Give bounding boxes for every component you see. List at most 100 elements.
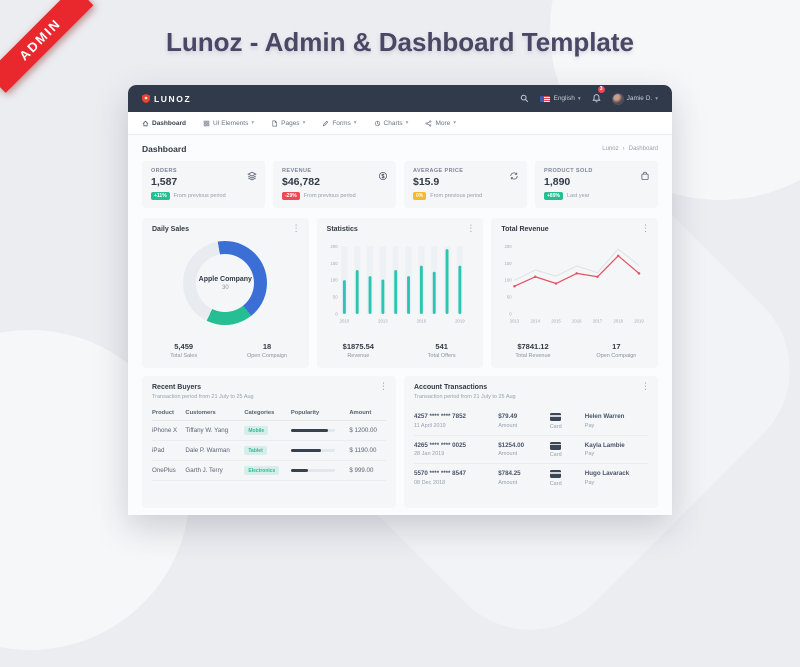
transaction-date: 28 Jan 2019 <box>414 451 445 457</box>
column-header[interactable]: Amount <box>349 406 386 421</box>
notification-bell[interactable]: 3 <box>591 85 605 108</box>
stat-value: $15.9 <box>413 176 440 188</box>
column-header[interactable]: Categories <box>244 406 291 421</box>
stat-card-orders: ORDERS 1,587 +11% From previous period <box>142 161 265 208</box>
menu-label: Pages <box>281 119 300 127</box>
card-title: Total Revenue <box>501 226 549 233</box>
svg-text:2015: 2015 <box>552 319 562 324</box>
menu-item-pages[interactable]: Pages ▾ <box>271 120 305 127</box>
category-badge: Tablet <box>244 446 267 455</box>
footer-stat-label: Total Revenue <box>515 353 551 359</box>
payer-name: Helen Warren <box>584 413 625 420</box>
search-icon[interactable] <box>520 90 529 108</box>
menu-item-ui-elements[interactable]: UI Elements ▾ <box>203 120 254 127</box>
donut-center: Apple Company 30 <box>196 254 255 312</box>
stat-note: From previous period <box>173 193 226 199</box>
menu-item-forms[interactable]: Forms ▾ <box>322 119 357 127</box>
footer-stat-value: 18 <box>262 342 272 351</box>
chevron-down-icon: ▾ <box>251 120 255 126</box>
footer-stat-label: Total Sales <box>170 353 198 359</box>
kebab-menu-icon[interactable]: ⋮ <box>379 381 388 391</box>
language-selector[interactable]: English ▾ <box>540 95 581 102</box>
category-badge: Electronics <box>244 466 280 475</box>
chevron-down-icon: ▾ <box>655 95 658 102</box>
column-header[interactable]: Customers <box>185 406 245 421</box>
cell-customer: Tiffany W. Yang <box>185 420 245 441</box>
top-navbar: LUNOZ English ▾ 3 Jami <box>128 85 672 112</box>
notification-count-badge: 3 <box>597 85 605 93</box>
table-row[interactable]: iPhone X Tiffany W. Yang Mobile $ 1200.0… <box>152 420 386 441</box>
kebab-menu-icon[interactable]: ⋮ <box>641 381 650 391</box>
stat-card-average-price: AVERAGE PRICE $15.9 0% From previous per… <box>404 161 527 208</box>
user-name: Jamie D. <box>626 95 653 102</box>
cell-product: iPad <box>152 440 186 461</box>
kebab-menu-icon[interactable]: ⋮ <box>466 223 476 233</box>
breadcrumb-root[interactable]: Lunoz <box>602 146 619 152</box>
chart-cards-row: Daily Sales ⋮ Apple Company 30 5,459 Tot… <box>142 218 658 368</box>
svg-text:50: 50 <box>507 295 512 300</box>
home-icon <box>142 120 149 126</box>
trend-badge: +11% <box>151 192 170 200</box>
transaction-row[interactable]: 4257 **** **** 7852 11 April 2019 $79.49… <box>414 407 648 436</box>
page-title: Lunoz - Admin & Dashboard Template <box>165 27 634 57</box>
svg-text:200: 200 <box>330 244 338 249</box>
kebab-menu-icon[interactable]: ⋮ <box>291 223 301 233</box>
logo[interactable]: LUNOZ <box>142 94 191 104</box>
bell-icon <box>591 93 601 102</box>
breadcrumb: Lunoz › Dashboard <box>602 146 658 152</box>
donut-center-label: Apple Company <box>198 275 252 283</box>
user-menu[interactable]: Jamie D. ▾ <box>611 92 658 105</box>
footer-stat-label: Open Compaign <box>246 353 288 359</box>
layers-icon <box>247 168 257 186</box>
navbar-right: English ▾ 3 Jamie D. ▾ <box>520 85 658 108</box>
svg-text:2016: 2016 <box>416 319 426 324</box>
share-icon <box>425 120 432 126</box>
amount-label: Amount <box>498 422 518 429</box>
file-icon <box>272 120 278 126</box>
shopping-bag-icon <box>640 168 650 186</box>
svg-text:2013: 2013 <box>378 319 388 324</box>
logo-icon <box>142 94 150 103</box>
chevron-down-icon: ▾ <box>405 120 409 126</box>
chevron-down-icon: ▾ <box>353 120 357 126</box>
statistics-card: Statistics ⋮ 0 50 100 150 200 2010 2013 2016 201… <box>316 218 484 368</box>
footer-stat-label: Total Offers <box>427 353 456 359</box>
grid-icon <box>203 120 210 126</box>
kebab-menu-icon[interactable]: ⋮ <box>641 223 650 233</box>
total-revenue-card: Total Revenue ⋮ 0 50 100 150 200 2013 2014 2015… <box>491 218 658 368</box>
column-header[interactable]: Product <box>152 406 186 421</box>
transaction-row[interactable]: 4265 **** **** 0025 28 Jan 2019 $1254.00… <box>414 436 648 464</box>
cell-customer: Garth J. Terry <box>185 460 245 481</box>
menu-label: Forms <box>332 119 351 127</box>
transaction-row[interactable]: 5570 **** **** 8547 08 Dec 2018 $784.25 … <box>414 464 648 492</box>
sync-icon <box>509 168 519 186</box>
card-label: Card <box>549 480 562 487</box>
trend-badge: 0% <box>413 192 427 200</box>
footer-stat-value: 541 <box>435 342 448 351</box>
dashboard-window: LUNOZ English ▾ 3 Jami <box>128 85 672 515</box>
transaction-amount: $784.25 <box>498 470 521 477</box>
column-header[interactable]: Popularity <box>290 406 350 421</box>
menu-item-dashboard[interactable]: Dashboard <box>142 120 186 127</box>
popularity-bar <box>290 429 335 432</box>
transaction-date: 08 Dec 2018 <box>414 479 446 486</box>
breadcrumb-separator: › <box>622 146 625 152</box>
line-chart: 0 50 100 150 200 2013 2014 2015 2016 2017 2018 2019 <box>501 237 648 331</box>
menu-item-charts[interactable]: Charts ▾ <box>374 120 409 127</box>
svg-text:0: 0 <box>510 311 513 316</box>
card-label: Card <box>549 452 562 458</box>
panel-subtitle: Transaction period from 21 July to 25 Au… <box>414 394 516 400</box>
donut-chart: Apple Company 30 <box>183 241 268 325</box>
card-footer-stats: 5,459 Total Sales 18 Open Compaign <box>142 342 309 359</box>
table-row[interactable]: iPad Dale P. Warman Tablet $ 1190.00 <box>152 440 386 461</box>
footer-stat-value: $7841.12 <box>517 342 549 351</box>
card-footer-stats: $7841.12 Total Revenue 17 Open Compaign <box>491 342 658 359</box>
popularity-bar <box>290 449 335 452</box>
transaction-amount: $1254.00 <box>498 441 525 449</box>
table-row[interactable]: OnePlus Garth J. Terry Electronics $ 999… <box>152 460 386 481</box>
svg-text:100: 100 <box>330 278 338 283</box>
trend-badge: +89% <box>544 192 563 200</box>
menu-item-more[interactable]: More ▾ <box>425 120 456 127</box>
svg-text:2019: 2019 <box>635 319 645 324</box>
cell-product: iPhone X <box>152 420 186 441</box>
